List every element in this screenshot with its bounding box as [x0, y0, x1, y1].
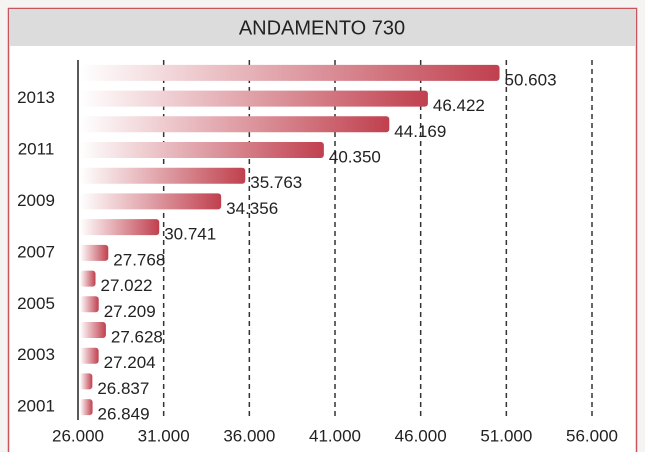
x-tick-label: 31.000: [138, 426, 190, 445]
y-tick-label: 2007: [17, 242, 55, 261]
y-tick-label: 2001: [17, 397, 55, 416]
bar: [80, 219, 160, 236]
bar: [80, 167, 246, 184]
x-tick-label: 56.000: [566, 426, 618, 445]
data-label: 27.628: [111, 327, 163, 346]
data-label: 26.837: [97, 379, 149, 398]
bar: [80, 296, 99, 313]
y-tick-label: 2013: [17, 88, 55, 107]
data-label: 27.204: [104, 353, 156, 372]
y-tick-label: 2005: [17, 294, 55, 313]
data-label: 50.603: [505, 70, 557, 89]
data-label: 27.209: [104, 302, 156, 321]
data-label: 27.768: [113, 250, 165, 269]
bar: [80, 399, 93, 416]
x-tick-label: 26.000: [52, 426, 104, 445]
y-tick-label: 2003: [17, 345, 55, 364]
data-label: 44.169: [394, 122, 446, 141]
x-tick-label: 46.000: [395, 426, 447, 445]
data-label: 30.741: [164, 225, 216, 244]
chart-title: ANDAMENTO 730: [239, 17, 405, 39]
x-tick-label: 41.000: [309, 426, 361, 445]
data-label: 27.022: [101, 276, 153, 295]
y-tick-label: 2009: [17, 191, 55, 210]
bar: [80, 64, 500, 81]
bar: [80, 347, 99, 364]
data-label: 26.849: [98, 405, 150, 424]
data-label: 46.422: [433, 96, 485, 115]
bar: [80, 142, 324, 158]
bar: [80, 244, 109, 261]
x-tick-label: 51.000: [480, 426, 532, 445]
data-label: 34.356: [226, 199, 278, 218]
bar: [80, 373, 93, 390]
bar: [80, 193, 222, 210]
bar: [80, 116, 390, 133]
bar: [80, 90, 428, 107]
bar: [80, 270, 96, 287]
y-tick-label: 2011: [18, 139, 55, 158]
x-tick-label: 36.000: [223, 426, 275, 445]
title-bar: [9, 9, 636, 46]
bar: [80, 322, 106, 338]
data-label: 35.763: [250, 173, 302, 192]
data-label: 40.350: [329, 147, 381, 166]
